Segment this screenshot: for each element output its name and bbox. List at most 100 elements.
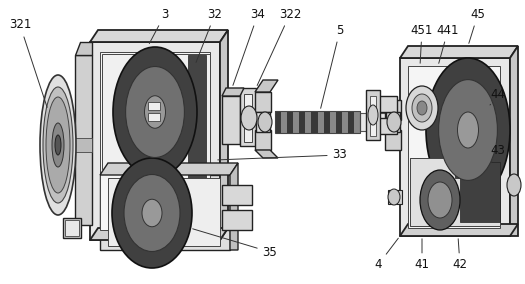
Bar [460,162,500,222]
Bar [375,118,397,134]
Ellipse shape [420,170,460,230]
Polygon shape [410,158,500,226]
Ellipse shape [52,123,64,167]
Bar [148,113,160,121]
Ellipse shape [43,87,73,203]
Bar [335,111,342,133]
Bar [360,113,390,131]
Bar [370,96,376,136]
Bar [108,178,220,246]
Ellipse shape [412,94,432,122]
Text: 35: 35 [193,229,277,258]
Polygon shape [255,80,278,92]
Text: 321: 321 [9,18,47,107]
Bar [188,55,206,220]
Bar [375,96,397,112]
Bar [508,178,518,192]
Ellipse shape [387,112,401,132]
Bar [348,111,354,133]
Ellipse shape [40,75,76,215]
Text: 41: 41 [415,239,429,272]
Ellipse shape [113,47,197,177]
Polygon shape [400,224,518,236]
Text: 5: 5 [321,24,344,108]
Ellipse shape [406,86,438,130]
Text: 3: 3 [149,7,169,43]
Text: 45: 45 [469,7,486,43]
Bar [102,54,210,169]
Bar [256,112,270,132]
Bar [148,102,160,110]
Ellipse shape [125,66,184,158]
Bar [75,55,92,225]
Bar [255,130,271,150]
Bar [275,111,281,133]
Polygon shape [100,163,238,175]
Bar [293,111,300,133]
Bar [408,66,500,228]
Bar [287,111,293,133]
Polygon shape [400,46,518,58]
Bar [410,158,500,226]
Bar [222,210,252,230]
Text: 42: 42 [453,239,467,272]
Bar [75,138,92,152]
Text: 4: 4 [374,238,398,272]
Bar [306,111,312,133]
Bar [65,220,79,236]
Polygon shape [90,228,228,240]
Text: 44: 44 [490,89,506,105]
Bar [100,175,230,250]
Ellipse shape [142,199,162,227]
Bar [354,111,361,133]
Text: 43: 43 [490,143,506,162]
Bar [240,88,256,146]
Bar [400,58,510,236]
Ellipse shape [124,174,180,252]
Polygon shape [510,46,518,236]
Ellipse shape [144,96,165,128]
Text: 32: 32 [196,7,223,62]
Bar [311,111,318,133]
Text: 34: 34 [233,7,266,85]
Ellipse shape [55,135,61,155]
Bar [385,100,401,120]
Bar [299,111,306,133]
Polygon shape [255,150,278,158]
Ellipse shape [507,174,521,196]
Bar [63,218,81,238]
Bar [281,111,288,133]
Bar [323,111,330,133]
Ellipse shape [426,58,510,202]
Ellipse shape [457,112,478,148]
Ellipse shape [258,112,272,132]
Polygon shape [90,30,228,42]
Text: 441: 441 [437,24,459,63]
Bar [244,94,252,142]
Bar [222,96,240,144]
Ellipse shape [241,106,257,130]
Bar [100,52,210,230]
Bar [386,112,400,132]
Bar [275,111,360,133]
Ellipse shape [368,105,378,125]
Text: 33: 33 [218,149,348,162]
Polygon shape [220,30,228,240]
Bar [222,185,252,205]
Bar [318,111,324,133]
Bar [388,190,402,204]
Polygon shape [222,88,244,96]
Ellipse shape [46,97,70,193]
Ellipse shape [428,182,452,218]
Ellipse shape [438,80,497,180]
Ellipse shape [417,101,427,115]
Ellipse shape [388,189,400,205]
Polygon shape [230,163,238,250]
Text: 451: 451 [411,24,433,63]
Bar [385,130,401,150]
Bar [366,90,380,140]
Bar [90,42,220,240]
Bar [342,111,349,133]
Ellipse shape [112,158,192,268]
Polygon shape [75,42,92,55]
